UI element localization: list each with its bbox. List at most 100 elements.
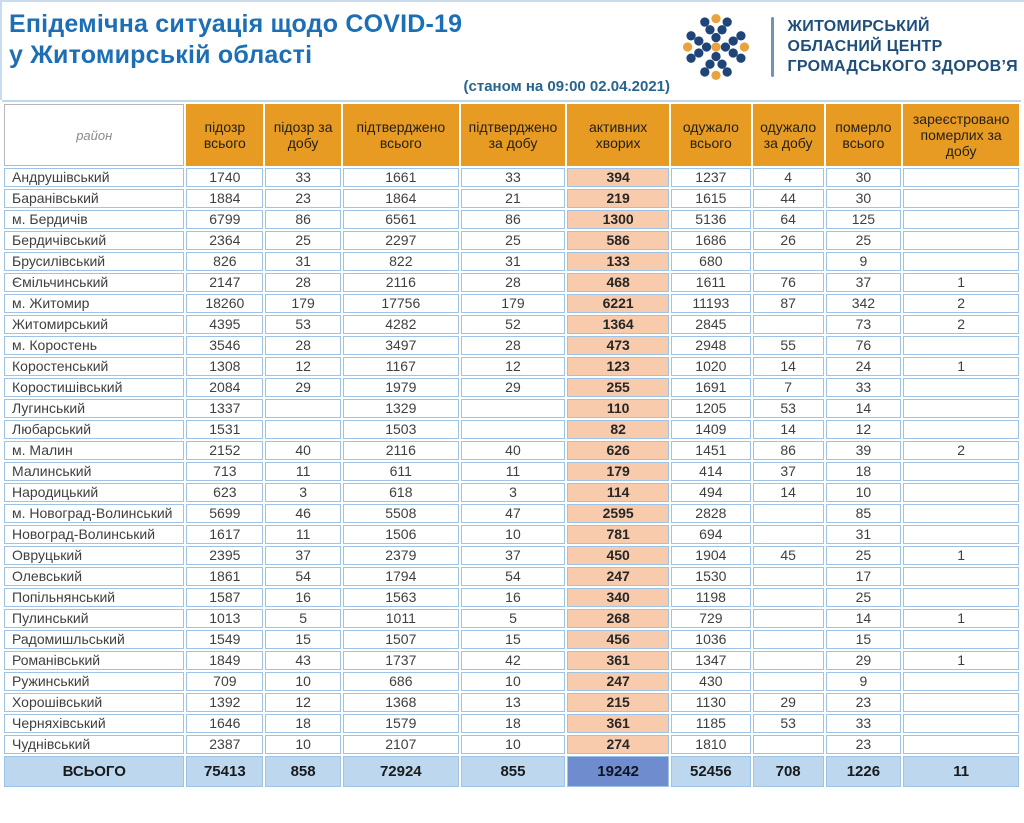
data-cell: 826	[186, 252, 264, 271]
data-cell: 33	[825, 378, 902, 397]
data-cell	[903, 378, 1019, 397]
covid-stats-table-wrap: район підозр всього підозр за добу підтв…	[2, 100, 1021, 789]
data-cell	[903, 189, 1019, 208]
data-cell: 28	[460, 336, 566, 355]
data-cell: 1691	[670, 378, 751, 397]
data-cell: 1794	[342, 567, 459, 586]
data-cell: 10	[460, 672, 566, 691]
data-cell: 10	[265, 672, 341, 691]
data-cell: 1646	[186, 714, 264, 733]
table-row: м. Новоград-Волинський 5699 46 5508 47 2595 28…	[4, 504, 1019, 523]
table-row: Баранівський 1884 23 1864 21 219 1615 44 30	[4, 189, 1019, 208]
data-cell: 1587	[186, 588, 264, 607]
district-name: Любарський	[4, 420, 185, 439]
data-cell: 611	[342, 462, 459, 481]
data-cell: 28	[265, 273, 341, 292]
district-name: м. Житомир	[4, 294, 185, 313]
table-row: м. Малин 2152 40 2116 40 626 1451 86 39 2	[4, 441, 1019, 460]
data-cell: 10	[265, 735, 341, 754]
data-cell	[903, 735, 1019, 754]
data-cell: 1185	[670, 714, 751, 733]
data-cell: 14	[825, 399, 902, 418]
district-name: Бердичівський	[4, 231, 185, 250]
data-cell: 4395	[186, 315, 264, 334]
data-cell: 5136	[670, 210, 751, 229]
data-cell: 4282	[342, 315, 459, 334]
data-cell: 1	[903, 357, 1019, 376]
data-cell: 1368	[342, 693, 459, 712]
data-cell: 11193	[670, 294, 751, 313]
data-cell	[752, 651, 824, 670]
data-cell: 25	[825, 231, 902, 250]
total-confirmed-total: 72924	[342, 756, 459, 787]
data-cell: 28	[460, 273, 566, 292]
data-cell: 15	[265, 630, 341, 649]
data-cell: 9	[825, 672, 902, 691]
data-cell: 1979	[342, 378, 459, 397]
data-cell: 86	[752, 441, 824, 460]
data-cell: 494	[670, 483, 751, 502]
table-body: Андрушівський 1740 33 1661 33 394 1237 4 30 Баран…	[4, 168, 1019, 754]
district-name: м. Новоград-Волинський	[4, 504, 185, 523]
data-cell: 1686	[670, 231, 751, 250]
total-row: ВСЬОГО 75413 858 72924 855 19242 52456 7…	[4, 756, 1019, 787]
data-cell	[903, 693, 1019, 712]
data-cell: 12	[265, 693, 341, 712]
total-label: ВСЬОГО	[4, 756, 185, 787]
table-row: Ружинський 709 10 686 10 247 430 9	[4, 672, 1019, 691]
data-cell: 1329	[342, 399, 459, 418]
data-cell	[752, 567, 824, 586]
org-logo: ЖИТОМИРСЬКИЙ ОБЛАСНИЙ ЦЕНТР ГРОМАДСЬКОГО…	[673, 4, 1018, 90]
data-cell: 2116	[342, 441, 459, 460]
data-cell: 680	[670, 252, 751, 271]
data-cell: 1611	[670, 273, 751, 292]
data-cell: 1810	[670, 735, 751, 754]
total-active-cases: 19242	[567, 756, 669, 787]
table-row: Попільнянський 1587 16 1563 16 340 1198 25	[4, 588, 1019, 607]
table-row: м. Коростень 3546 28 3497 28 473 2948 55 76	[4, 336, 1019, 355]
data-cell	[903, 231, 1019, 250]
active-cases-cell: 123	[567, 357, 669, 376]
district-name: Народицький	[4, 483, 185, 502]
data-cell: 2395	[186, 546, 264, 565]
district-name: Андрушівський	[4, 168, 185, 187]
active-cases-cell: 456	[567, 630, 669, 649]
data-cell: 12	[265, 357, 341, 376]
total-recovered-daily: 708	[752, 756, 824, 787]
data-cell: 31	[460, 252, 566, 271]
data-cell: 2	[903, 315, 1019, 334]
column-header-confirmed-total: підтверджено всього	[342, 104, 459, 166]
data-cell: 86	[265, 210, 341, 229]
active-cases-cell: 274	[567, 735, 669, 754]
data-cell: 45	[752, 546, 824, 565]
data-cell: 23	[825, 735, 902, 754]
data-cell: 1020	[670, 357, 751, 376]
data-cell	[752, 672, 824, 691]
table-row: Черняхівський 1646 18 1579 18 361 1185 53 33	[4, 714, 1019, 733]
data-cell: 11	[460, 462, 566, 481]
data-cell	[903, 252, 1019, 271]
active-cases-cell: 110	[567, 399, 669, 418]
data-cell: 1506	[342, 525, 459, 544]
total-suspected-total: 75413	[186, 756, 264, 787]
data-cell: 1737	[342, 651, 459, 670]
data-cell: 1615	[670, 189, 751, 208]
district-name: Малинський	[4, 462, 185, 481]
table-header-row: район підозр всього підозр за добу підтв…	[4, 104, 1019, 166]
data-cell: 414	[670, 462, 751, 481]
data-cell: 37	[752, 462, 824, 481]
data-cell: 4	[752, 168, 824, 187]
data-cell: 54	[460, 567, 566, 586]
district-name: Хорошівський	[4, 693, 185, 712]
active-cases-cell: 114	[567, 483, 669, 502]
data-cell: 14	[752, 483, 824, 502]
data-cell: 18	[265, 714, 341, 733]
data-cell: 52	[460, 315, 566, 334]
data-cell: 1617	[186, 525, 264, 544]
data-cell: 2948	[670, 336, 751, 355]
data-cell: 15	[825, 630, 902, 649]
data-cell: 1	[903, 273, 1019, 292]
page-left-border	[0, 0, 2, 100]
district-name: Черняхівський	[4, 714, 185, 733]
data-cell: 25	[265, 231, 341, 250]
